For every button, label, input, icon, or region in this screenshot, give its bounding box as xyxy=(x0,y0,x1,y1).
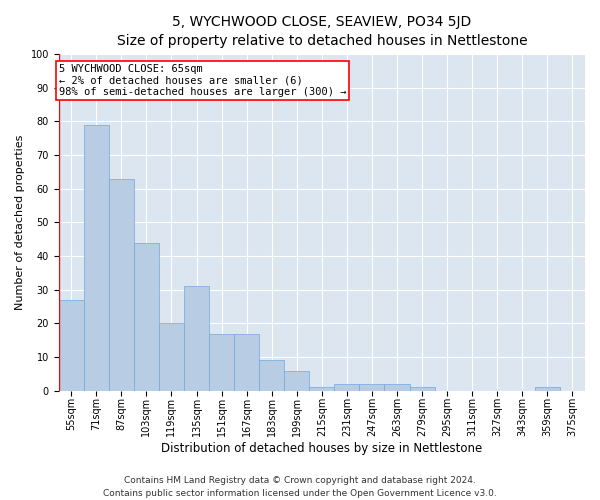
Text: Contains HM Land Registry data © Crown copyright and database right 2024.
Contai: Contains HM Land Registry data © Crown c… xyxy=(103,476,497,498)
Bar xyxy=(535,388,560,391)
Bar xyxy=(134,242,159,391)
Text: 5 WYCHWOOD CLOSE: 65sqm
← 2% of detached houses are smaller (6)
98% of semi-deta: 5 WYCHWOOD CLOSE: 65sqm ← 2% of detached… xyxy=(59,64,346,97)
Bar xyxy=(59,300,84,391)
Bar xyxy=(209,334,234,391)
X-axis label: Distribution of detached houses by size in Nettlestone: Distribution of detached houses by size … xyxy=(161,442,482,455)
Bar xyxy=(334,384,359,391)
Bar xyxy=(385,384,410,391)
Bar xyxy=(184,286,209,391)
Bar xyxy=(309,388,334,391)
Bar xyxy=(284,370,309,391)
Title: 5, WYCHWOOD CLOSE, SEAVIEW, PO34 5JD
Size of property relative to detached house: 5, WYCHWOOD CLOSE, SEAVIEW, PO34 5JD Siz… xyxy=(116,15,527,48)
Bar xyxy=(259,360,284,391)
Bar xyxy=(159,324,184,391)
Bar xyxy=(109,178,134,391)
Bar xyxy=(84,124,109,391)
Y-axis label: Number of detached properties: Number of detached properties xyxy=(15,134,25,310)
Bar xyxy=(234,334,259,391)
Bar xyxy=(359,384,385,391)
Bar xyxy=(410,388,434,391)
